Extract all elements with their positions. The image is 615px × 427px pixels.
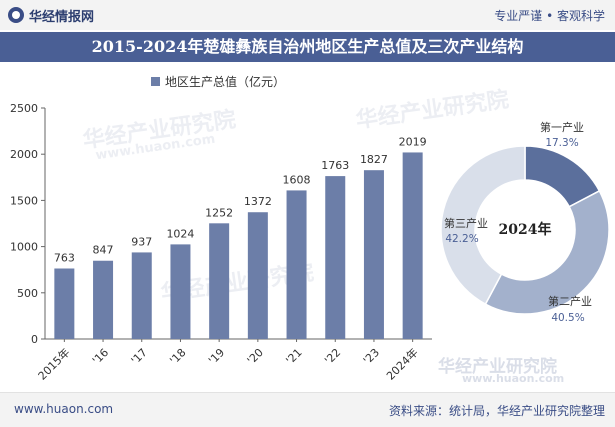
bar bbox=[209, 223, 230, 339]
legend-label: 地区生产总值（亿元） bbox=[165, 74, 285, 89]
bar-value-label: 937 bbox=[131, 235, 152, 248]
bar bbox=[325, 176, 346, 339]
slice-label-tertiary: 第三产业 bbox=[444, 216, 488, 230]
x-tick-label: '21 bbox=[283, 346, 304, 367]
x-tick-label: '23 bbox=[361, 346, 382, 367]
slice-value-primary: 17.3% bbox=[545, 137, 578, 149]
bar-value-label: 1372 bbox=[244, 195, 272, 208]
x-tick-label: '16 bbox=[90, 346, 111, 367]
bar-value-label: 1827 bbox=[360, 153, 388, 166]
bar bbox=[131, 252, 152, 339]
bar-chart: 地区生产总值（亿元） 0 500 1000 1500 2000 2500 763 847 93… bbox=[10, 74, 432, 383]
bar bbox=[247, 212, 268, 339]
bar bbox=[170, 244, 191, 339]
slice-label-primary: 第一产业 bbox=[540, 120, 584, 134]
x-tick-label: '18 bbox=[167, 346, 188, 367]
footer-website: www.huaon.com bbox=[14, 402, 114, 416]
bar-value-label: 1024 bbox=[166, 227, 194, 240]
x-tick-label: '20 bbox=[245, 346, 266, 367]
bar-value-label: 1608 bbox=[283, 173, 311, 186]
y-tick-label: 0 bbox=[31, 333, 38, 346]
title-bar: 2015-2024年楚雄彝族自治州地区生产总值及三次产业结构 bbox=[0, 32, 615, 62]
donut-chart: 2024年 第一产业 17.3% 第二产业 40.5% 第三产业 42.2% bbox=[440, 120, 610, 324]
footer-source: 资料来源：统计局，华经产业研究院整理 bbox=[388, 404, 605, 418]
bar-value-label: 2019 bbox=[399, 135, 427, 148]
slogan: 专业严谨 • 客观科学 bbox=[494, 9, 605, 23]
y-tick-label: 1000 bbox=[10, 241, 38, 254]
top-bar: 华经情报网 专业严谨 • 客观科学 bbox=[0, 0, 615, 30]
bar-value-label: 763 bbox=[54, 251, 75, 264]
footer: www.huaon.com 资料来源：统计局，华经产业研究院整理 bbox=[0, 392, 615, 427]
bar bbox=[363, 170, 384, 339]
bar-value-label: 847 bbox=[93, 244, 114, 257]
brand-logo-icon bbox=[8, 7, 24, 23]
x-tick-label: '22 bbox=[322, 346, 343, 367]
y-tick-label: 1500 bbox=[10, 194, 38, 207]
legend-swatch bbox=[151, 77, 160, 86]
x-tick-label: '19 bbox=[206, 346, 227, 367]
slice-label-secondary: 第二产业 bbox=[548, 294, 592, 308]
bar-value-label: 1252 bbox=[205, 206, 233, 219]
x-tick-label: 2015年 bbox=[35, 345, 72, 382]
bar bbox=[402, 152, 423, 339]
chart-canvas: 地区生产总值（亿元） 0 500 1000 1500 2000 2500 763 847 93… bbox=[10, 74, 610, 383]
slice-value-secondary: 40.5% bbox=[551, 312, 584, 324]
x-tick-label: '17 bbox=[129, 346, 150, 367]
slice-value-tertiary: 42.2% bbox=[445, 233, 478, 245]
y-tick-label: 2000 bbox=[10, 148, 38, 161]
page-title: 2015-2024年楚雄彝族自治州地区生产总值及三次产业结构 bbox=[91, 37, 524, 56]
donut-slice-tertiary bbox=[440, 145, 526, 306]
bar bbox=[54, 268, 75, 339]
x-tick-label: 2024年 bbox=[383, 345, 420, 382]
donut-slice-secondary bbox=[484, 189, 610, 315]
bar bbox=[93, 260, 114, 339]
brand-name: 华经情报网 bbox=[29, 9, 95, 25]
bar-value-label: 1763 bbox=[321, 159, 349, 172]
bar bbox=[286, 190, 307, 339]
y-tick-label: 500 bbox=[17, 287, 38, 300]
donut-center-label: 2024年 bbox=[499, 221, 552, 238]
brand: 华经情报网 bbox=[8, 6, 95, 25]
y-tick-label: 2500 bbox=[10, 102, 38, 115]
